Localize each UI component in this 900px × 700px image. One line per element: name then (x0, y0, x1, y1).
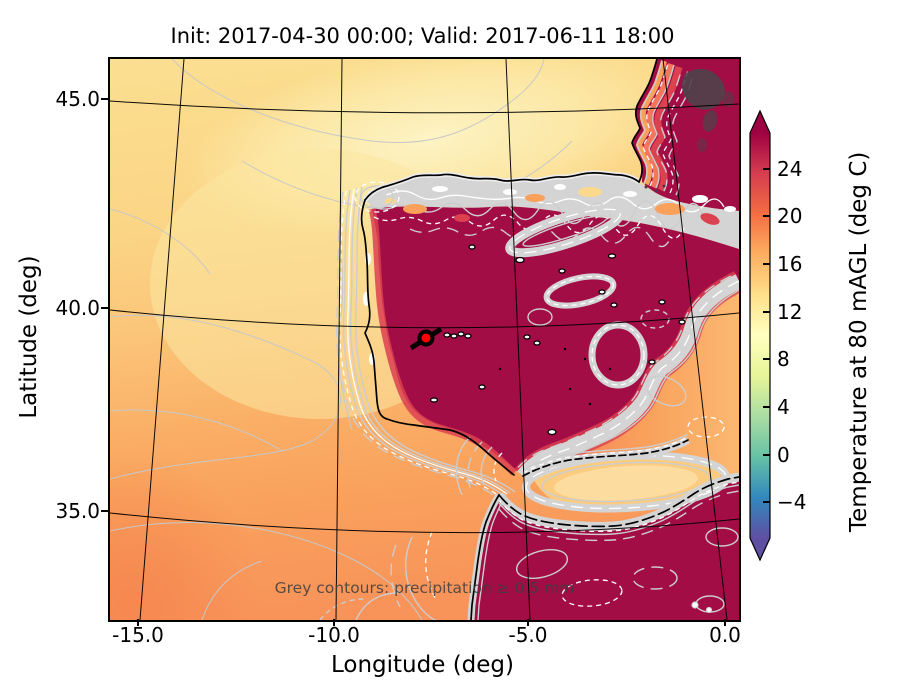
map-plot-area: Grey contours: precipitation ≥ 0.5 mm (108, 57, 741, 622)
colorbar-tick-mark (763, 263, 770, 265)
colorbar-tick-label: 8 (777, 347, 790, 371)
colorbar-gradient (749, 109, 771, 562)
y-tick-label: 45.0 (55, 87, 100, 111)
y-tick-label: 40.0 (55, 296, 100, 320)
x-tick-label: -5.0 (508, 623, 548, 647)
lakes-and-reservoirs (429, 244, 686, 436)
y-tick-mark (101, 307, 108, 309)
y-tick-label: 35.0 (55, 499, 100, 523)
station-location-marker (409, 326, 443, 351)
x-tick-label: -15.0 (112, 623, 164, 647)
colorbar-tick-label: 24 (777, 157, 803, 181)
map-canvas (110, 59, 739, 620)
x-tick-mark (724, 619, 726, 626)
y-axis-label: Latitude (deg) (16, 255, 42, 419)
x-tick-mark (527, 619, 529, 626)
x-tick-mark (333, 619, 335, 626)
iberia-landmass (368, 206, 739, 476)
y-tick-mark (101, 510, 108, 512)
x-axis-label: Longitude (deg) (330, 652, 514, 678)
x-tick-label: 0.0 (709, 623, 741, 647)
colorbar-tick-label: 0 (777, 443, 790, 467)
colorbar-tick-mark (763, 168, 770, 170)
colorbar-tick-mark (763, 406, 770, 408)
colorbar-tick-mark (763, 215, 770, 217)
precipitation-note: Grey contours: precipitation ≥ 0.5 mm (274, 579, 575, 597)
y-tick-mark (101, 98, 108, 100)
precipitation-contours (319, 60, 739, 620)
colorbar-tick-label: −4 (777, 490, 807, 514)
dark-terrain-patches (644, 68, 734, 193)
colorbar-label: Temperature at 80 mAGL (deg C) (846, 151, 872, 532)
colorbar (749, 109, 771, 562)
colorbar-tick-label: 4 (777, 395, 790, 419)
colorbar-tick-mark (763, 454, 770, 456)
colorbar-tick-mark (763, 501, 770, 503)
north-spain-grey-band (365, 172, 739, 249)
colorbar-tick-label: 20 (777, 204, 803, 228)
x-tick-mark (137, 619, 139, 626)
colorbar-tick-label: 16 (777, 252, 803, 276)
x-tick-label: -10.0 (308, 623, 360, 647)
colorbar-tick-mark (763, 358, 770, 360)
colorbar-tick-mark (763, 311, 770, 313)
colorbar-tick-label: 12 (777, 300, 803, 324)
plot-title: Init: 2017-04-30 00:00; Valid: 2017-06-1… (170, 24, 675, 48)
graticule (110, 59, 739, 620)
